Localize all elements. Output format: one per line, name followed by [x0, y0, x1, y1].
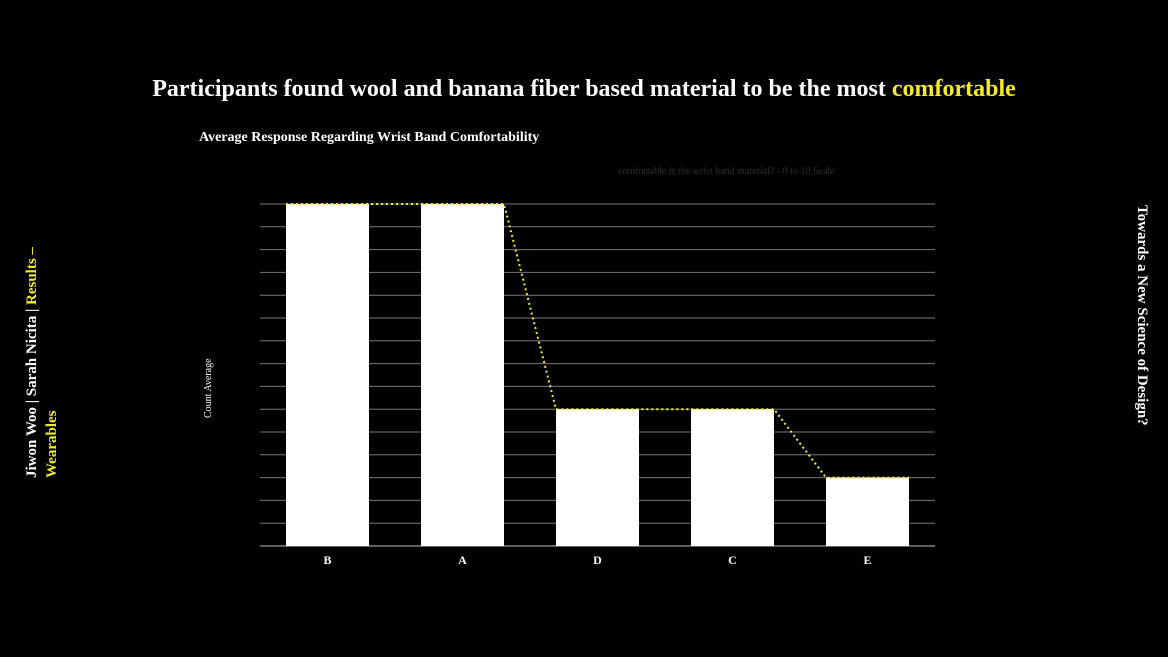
- x-tick-A: A: [458, 553, 467, 567]
- trend-line: [286, 203, 909, 479]
- bar-D: [556, 409, 639, 546]
- chart-subtitle: comfortable is the wrist band material? …: [618, 166, 835, 177]
- x-tick-E: E: [863, 553, 871, 567]
- y-axis-label: Count Average: [203, 358, 214, 418]
- headline-text: Participants found wool and banana fiber…: [152, 76, 892, 102]
- bar-A: [421, 204, 504, 546]
- chart-title: Average Response Regarding Wrist Band Co…: [199, 130, 540, 145]
- bars: [286, 204, 909, 546]
- headline-highlight: comfortable: [891, 76, 1016, 102]
- headline: Participants found wool and banana fiber…: [0, 76, 1168, 103]
- bar-E: [826, 477, 909, 546]
- trend-polyline: [286, 203, 909, 479]
- bar-C: [691, 409, 774, 546]
- bar-B: [286, 204, 369, 546]
- x-tick-C: C: [728, 553, 737, 567]
- x-tick-D: D: [593, 553, 602, 567]
- x-tick-B: B: [323, 553, 331, 567]
